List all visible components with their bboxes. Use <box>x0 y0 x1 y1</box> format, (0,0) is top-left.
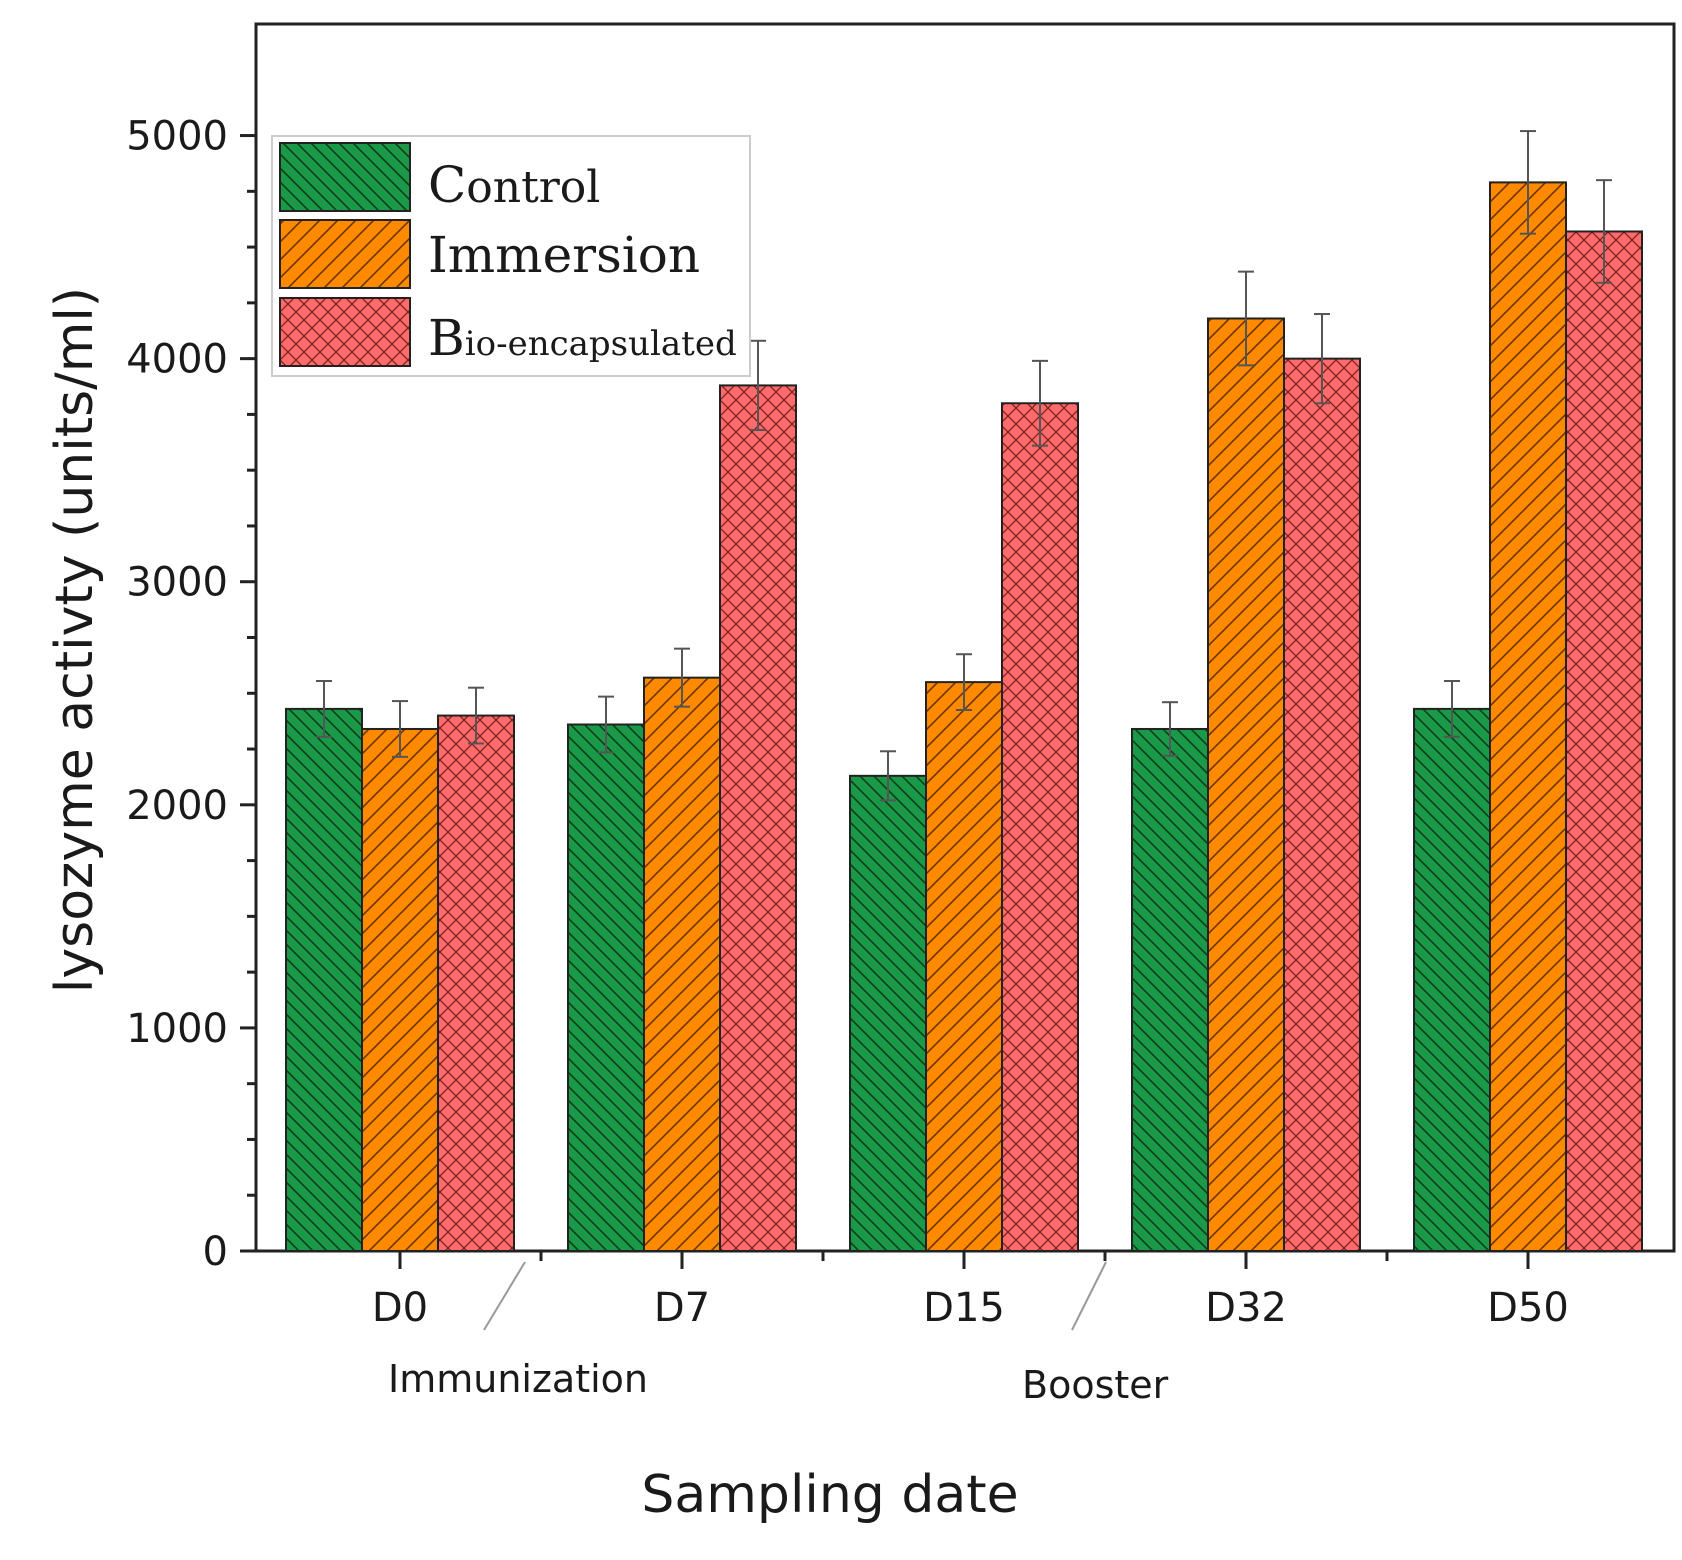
bar-immersion-d32 <box>1207 317 1285 1253</box>
bar-immersion-d7 <box>643 676 721 1252</box>
y-tick-label: 3000 <box>126 560 228 606</box>
y-tick-label: 1000 <box>126 1006 228 1052</box>
y-tick-label: 4000 <box>126 337 228 383</box>
legend-swatch-immersion <box>279 219 411 289</box>
annotation-immunization: Immunization <box>388 1357 648 1401</box>
immunization-divider <box>483 1261 526 1331</box>
y-axis-title: lysozyme activty (units/ml) <box>45 287 105 993</box>
x-tick-label-d0: D0 <box>372 1285 428 1331</box>
x-tick-label-d50: D50 <box>1487 1285 1569 1331</box>
annotation-booster: Booster <box>1022 1363 1169 1407</box>
legend-label-bioencapsulated: Bio-encapsulated <box>428 309 737 367</box>
bar-control-d15 <box>849 774 927 1252</box>
y-tick-label: 5000 <box>126 114 228 160</box>
x-tick-label-d32: D32 <box>1205 1285 1287 1331</box>
bar-bioencapsulated-d7 <box>719 384 797 1252</box>
y-tick-label: 2000 <box>126 783 228 829</box>
x-axis-title: Sampling date <box>641 1465 1018 1525</box>
y-axis: 0 1000 2000 3000 4000 5000 <box>126 114 256 1275</box>
bars-group <box>285 181 1643 1253</box>
legend-bio-initial: B <box>428 309 465 367</box>
bar-control-d7 <box>567 723 645 1252</box>
x-tick-label-d7: D7 <box>654 1285 710 1331</box>
bar-bioencapsulated-d15 <box>1001 402 1079 1253</box>
bar-immersion-d0 <box>361 727 439 1252</box>
legend-swatch-control <box>279 142 411 212</box>
bar-control-d0 <box>285 707 363 1252</box>
bar-bioencapsulated-d0 <box>437 714 515 1252</box>
x-tick-label-d15: D15 <box>923 1285 1005 1331</box>
legend-label-control: Control <box>428 156 600 214</box>
legend-swatch-bioencapsulated <box>279 297 411 367</box>
y-tick-label: 0 <box>203 1229 228 1275</box>
bar-bioencapsulated-d32 <box>1283 357 1361 1252</box>
legend: Control Immersion Bio-encapsulated <box>271 135 751 377</box>
bar-immersion-d50 <box>1489 181 1567 1253</box>
bar-bioencapsulated-d50 <box>1565 230 1643 1252</box>
legend-control-initial: C <box>428 156 466 214</box>
x-axis: D0 D7 D15 D32 D50 <box>372 1251 1569 1331</box>
bar-control-d32 <box>1131 727 1209 1252</box>
legend-control-rest: ontrol <box>466 162 600 213</box>
legend-bio-rest: io-encapsulated <box>465 324 737 364</box>
bar-control-d50 <box>1413 707 1491 1252</box>
legend-label-immersion: Immersion <box>428 226 700 284</box>
booster-divider <box>1071 1261 1107 1331</box>
errorbars-group <box>316 130 1612 802</box>
bar-immersion-d15 <box>925 681 1003 1252</box>
